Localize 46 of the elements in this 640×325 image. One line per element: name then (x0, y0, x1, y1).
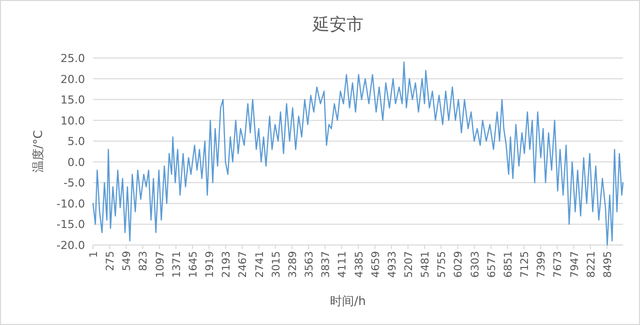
x-tick-label: 3837 (320, 251, 332, 278)
x-tick-label: 1097 (154, 251, 166, 278)
chart-title: 延安市 (312, 15, 364, 35)
x-tick-label: 7947 (568, 251, 581, 278)
x-tick-label: 5207 (403, 251, 416, 278)
y-tick-label: 5.0 (68, 135, 85, 148)
y-tick-label: 25.0 (60, 52, 85, 65)
x-tick-label: 1645 (187, 251, 200, 278)
x-tick-label: 549 (121, 251, 134, 272)
line-series (92, 62, 624, 246)
x-tick-label: 4933 (386, 251, 398, 278)
x-tick-label: 823 (138, 251, 150, 272)
x-tick-label: 1 (88, 251, 100, 258)
x-tick-label: 2467 (237, 251, 250, 278)
x-tick-label: 5755 (436, 251, 448, 278)
x-axis-title: 时间/h (330, 294, 366, 308)
x-tick-label: 3563 (304, 251, 316, 278)
x-tick-label: 7399 (536, 251, 548, 278)
x-tick-label: 275 (104, 251, 117, 272)
x-tick-label: 6851 (502, 251, 514, 278)
x-tick-label: 4659 (370, 251, 382, 278)
y-tick-label: 10.0 (60, 114, 85, 128)
x-tick-label: 5481 (420, 251, 432, 278)
y-tick-label: 20.0 (60, 72, 85, 86)
x-tick-label: 3015 (270, 251, 282, 278)
x-tick-label: 3289 (286, 251, 299, 278)
y-tick-label: -10.0 (56, 197, 85, 210)
y-tick-label: 15.0 (60, 94, 85, 107)
x-tick-label: 8495 (602, 251, 614, 278)
x-tick-label: 2741 (254, 251, 266, 278)
y-tick-label: 0.0 (68, 156, 85, 169)
y-tick-label: -5.0 (64, 176, 85, 190)
x-tick-label: 7673 (552, 251, 564, 278)
y-tick-label: -20.0 (56, 239, 85, 252)
y-axis-title: 温度/°C (31, 130, 45, 173)
x-tick-label: 1919 (204, 251, 216, 278)
x-tick-label: 6029 (452, 251, 465, 278)
x-tick-label: 1371 (170, 251, 183, 278)
x-tick-label: 7125 (519, 251, 532, 278)
x-tick-label: 6577 (486, 251, 498, 278)
x-tick-label: 4111 (336, 251, 349, 278)
y-tick-label: -15.0 (56, 218, 85, 232)
x-tick-label: 6303 (469, 251, 482, 278)
x-tick-label: 4385 (353, 251, 366, 278)
x-tick-label: 8221 (585, 251, 598, 278)
x-tick-label: 2193 (220, 251, 233, 278)
